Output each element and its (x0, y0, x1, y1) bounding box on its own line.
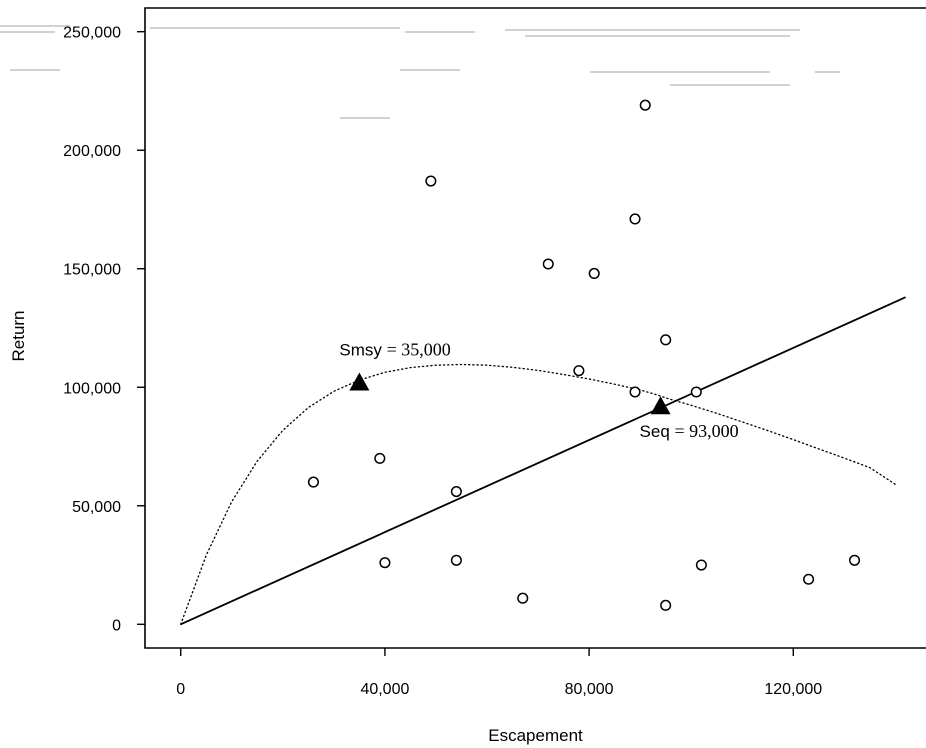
seq-marker (650, 396, 671, 415)
y-tick-label: 50,000 (72, 499, 121, 516)
seq-label: Seq = 93,000 (640, 421, 739, 441)
data-point (690, 386, 702, 398)
axis-labels: Escapement Return (9, 310, 583, 745)
seq-value: = 93,000 (675, 421, 739, 441)
data-point (660, 334, 672, 346)
axes: 0 50,000 100,000 150,000 200,000 250,000 0 40,0… (63, 7, 926, 698)
y-tick-label: 100,000 (63, 380, 121, 397)
x-tick-label: 0 (176, 681, 185, 698)
smsy-marker (349, 372, 370, 391)
data-point (425, 175, 437, 187)
y-tick-label: 150,000 (63, 262, 121, 279)
y-tick-label: 250,000 (63, 25, 121, 42)
data-point (629, 386, 641, 398)
y-axis-title: Return (9, 310, 28, 361)
y-tick-label: 0 (112, 617, 121, 634)
data-point (379, 557, 391, 569)
plot-frame (144, 7, 926, 649)
data-point (848, 554, 861, 566)
data-point (450, 486, 462, 498)
data-point (307, 476, 320, 488)
data-point (573, 365, 585, 377)
data-point (517, 592, 529, 604)
data-point (660, 599, 672, 611)
x-axis-title: Escapement (488, 726, 583, 745)
data-point (374, 452, 386, 464)
x-tick-label: 40,000 (360, 681, 409, 698)
ricker-curve (180, 363, 897, 625)
x-tick-label: 80,000 (565, 681, 614, 698)
plot-lines (180, 296, 906, 626)
data-point (639, 99, 651, 111)
scan-noise (0, 25, 840, 119)
data-point (695, 559, 707, 571)
data-point (450, 554, 462, 566)
x-tick-label: 120,000 (764, 681, 822, 698)
data-point (629, 213, 641, 225)
annotations: Smsy = 35,000 Seq = 93,000 (339, 340, 738, 442)
y-tick-label: 200,000 (63, 143, 121, 160)
data-point (542, 258, 554, 270)
smsy-label: Smsy = 35,000 (339, 340, 450, 360)
data-point (803, 573, 815, 585)
smsy-value: = 35,000 (387, 340, 451, 360)
data-point (588, 267, 600, 280)
seq-name: Seq (640, 422, 675, 441)
replacement-line (180, 296, 906, 626)
smsy-name: Smsy (339, 341, 386, 360)
data-points (307, 99, 861, 611)
